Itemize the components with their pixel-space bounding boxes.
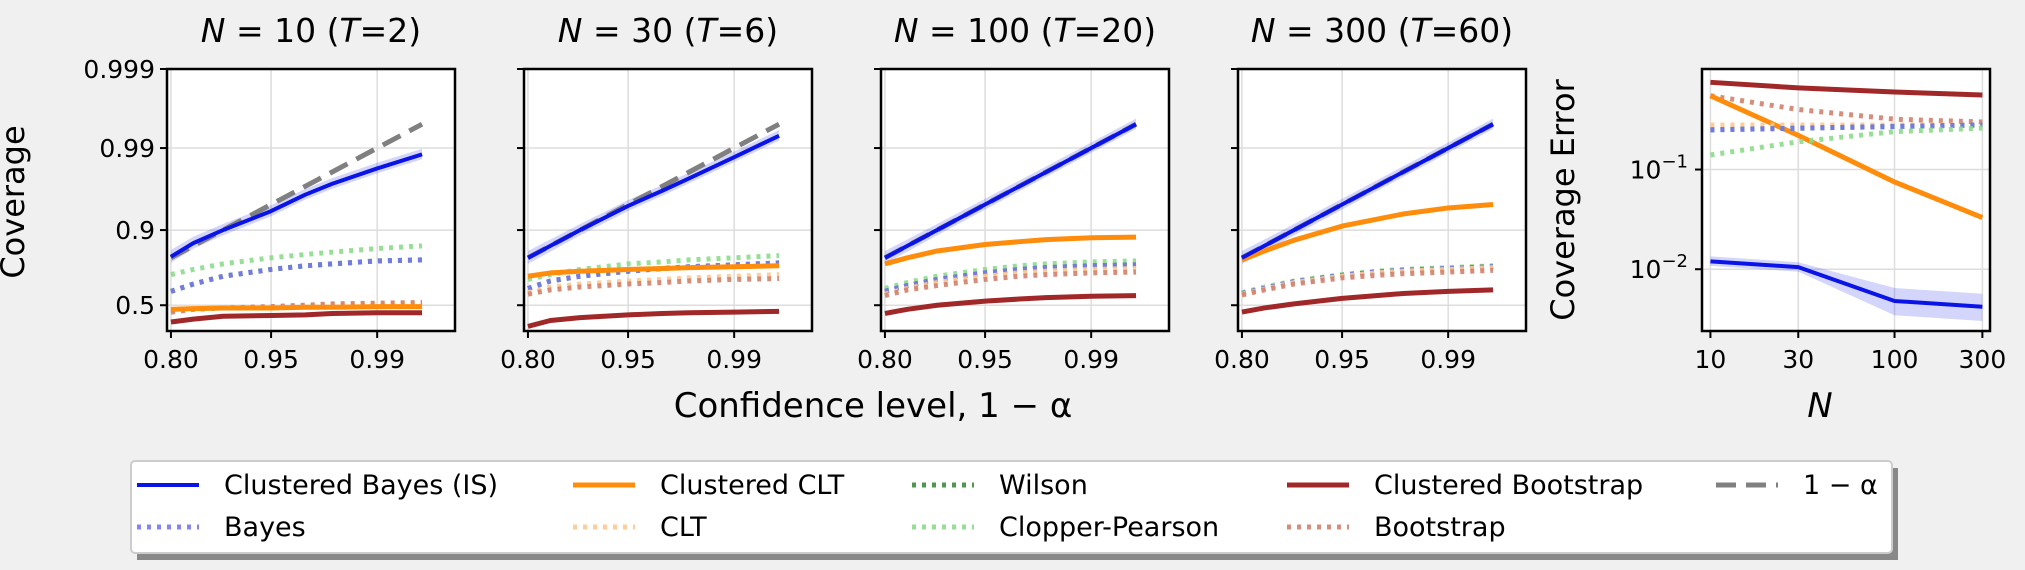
series-line-clt	[884, 266, 1137, 297]
x-tick-label: 0.99	[1063, 345, 1119, 374]
series-line-bayes	[1710, 122, 1983, 133]
chart-panel-5: 10 30 100 300 10−2 10−1	[1630, 67, 2007, 374]
plot-frame	[522, 67, 814, 333]
clustered-bayes-band	[1710, 256, 1983, 321]
series-line-clustered-clt	[527, 263, 780, 279]
legend-label-wilson: Wilson	[999, 470, 1088, 501]
x-tick-label: 0.80	[500, 345, 556, 374]
x-tick-label: 30	[1782, 345, 1814, 374]
legend-label-clt: CLT	[660, 512, 707, 543]
x-tick-label: 0.95	[243, 345, 299, 374]
plot-frame	[1700, 67, 1992, 333]
legend-label-clustered-bootstrap: Clustered Bootstrap	[1374, 470, 1643, 501]
panel-title: N = 30 (T=6)	[558, 11, 778, 50]
series-line-clustered-bootstrap	[884, 293, 1137, 316]
series-line-clopper-pearson	[527, 253, 780, 282]
series-line-clustered-bootstrap	[1241, 287, 1494, 315]
y-tick-label: 0.99	[99, 134, 155, 163]
plot-frame	[1236, 67, 1528, 333]
legend-label-bootstrap: Bootstrap	[1374, 512, 1506, 543]
series-line-bootstrap	[1241, 267, 1494, 298]
plot-frame	[879, 67, 1171, 333]
series-line-clustered-bayes	[884, 122, 1137, 260]
legend-box	[130, 460, 1893, 554]
chart-panel-1: 0.80 0.95 0.99 0.5 0.9 0.99 0.999 N = 10 (T=2)	[83, 11, 457, 374]
series-line-clustered-clt	[884, 234, 1137, 267]
series-line-nominal	[169, 121, 424, 261]
right-x-axis-label: N	[1807, 386, 1832, 426]
plot-area	[524, 69, 812, 331]
x-tick-label: 10	[1695, 345, 1727, 374]
x-tick-label: 0.99	[1420, 345, 1476, 374]
panel-title: N = 300 (T=60)	[1251, 11, 1513, 50]
series-line-bayes	[884, 262, 1137, 294]
legend-label-clustered-clt: Clustered CLT	[660, 470, 845, 501]
x-tick-label: 0.80	[1214, 345, 1270, 374]
series-line-clopper-pearson	[884, 258, 1137, 291]
x-tick-label: 100	[1871, 345, 1919, 374]
series-line-clustered-clt	[1241, 202, 1494, 263]
y-tick-label: 10−2	[1630, 251, 1688, 284]
legend-label-clustered-bayes: Clustered Bayes (IS)	[224, 470, 498, 501]
x-tick-label: 0.95	[957, 345, 1013, 374]
legend-label-clopper-pearson: Clopper-Pearson	[999, 512, 1219, 543]
series-line-clustered-bootstrap	[1710, 79, 1983, 98]
legend-label-nominal: 1 − α	[1803, 470, 1878, 501]
panel-title: N = 10 (T=2)	[201, 11, 421, 50]
chart-panel-3: 0.80 0.95 0.99 N = 100 (T=20)	[857, 11, 1171, 374]
plot-area	[881, 69, 1169, 331]
x-tick-label: 0.80	[857, 345, 913, 374]
x-tick-label: 0.99	[706, 345, 762, 374]
chart-panel-4: 0.80 0.95 0.99 N = 300 (T=60)	[1214, 11, 1528, 374]
series-line-clustered-clt	[170, 304, 423, 312]
x-tick-label: 0.80	[143, 345, 199, 374]
x-tick-label: 300	[1959, 345, 2007, 374]
series-line-clustered-bayes	[1241, 122, 1494, 260]
x-tick-label: 0.95	[1314, 345, 1370, 374]
series-line-clustered-clt	[1709, 93, 1984, 220]
chart-panel-2: 0.80 0.95 0.99 N = 30 (T=6)	[500, 11, 814, 374]
y-tick-label: 0.9	[115, 216, 155, 245]
series-line-clt	[1241, 265, 1494, 297]
legend-label-bayes: Bayes	[224, 512, 306, 543]
y-tick-label: 10−1	[1630, 152, 1688, 185]
series-line-clustered-bayes	[169, 152, 423, 259]
x-tick-label: 0.95	[600, 345, 656, 374]
plot-area	[167, 69, 455, 331]
series-line-clustered-bayes	[1710, 259, 1983, 309]
x-axis-label: Confidence level, 1 − α	[674, 386, 1073, 426]
panel-title: N = 100 (T=20)	[894, 11, 1156, 50]
series-line-bayes	[170, 257, 423, 294]
x-tick-label: 0.99	[349, 345, 405, 374]
series-line-clopper-pearson	[170, 243, 423, 278]
series-line-bootstrap	[884, 269, 1137, 299]
y-axis-label: Coverage	[0, 125, 32, 278]
clustered-bayes-band	[170, 148, 423, 263]
legend: Clustered Bayes (IS) Bayes Clustered CLT CL…	[130, 460, 1898, 560]
series-line-clustered-bootstrap	[527, 308, 780, 329]
plot-area	[1238, 69, 1526, 331]
y-tick-label: 0.999	[83, 55, 155, 84]
y-tick-label: 0.5	[115, 291, 155, 320]
series-line-clustered-bootstrap	[170, 310, 423, 325]
right-y-axis-label: Coverage Error	[1544, 78, 1582, 320]
series-line-clustered-bayes	[527, 133, 780, 260]
plot-frame	[165, 67, 457, 333]
